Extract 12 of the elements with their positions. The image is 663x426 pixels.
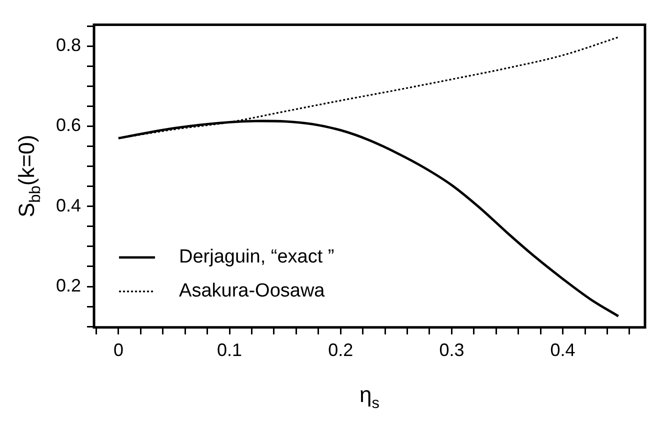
x-tick-label: 0 xyxy=(113,340,124,360)
x-tick-label: 0.4 xyxy=(550,340,576,360)
y-tick-label: 0.4 xyxy=(56,195,82,216)
legend-label: Derjaguin, “exact ” xyxy=(179,246,334,268)
x-tick-label: 0.2 xyxy=(328,340,354,360)
y-axis-title: Sbb(k=0) xyxy=(14,134,44,218)
y-tick-label: 0.6 xyxy=(56,115,82,136)
legend-label: Asakura-Oosawa xyxy=(179,280,326,302)
y-tick-label: 0.2 xyxy=(56,275,82,296)
x-tick-label: 0.1 xyxy=(217,340,242,360)
x-tick-label: 0.3 xyxy=(439,340,464,360)
y-tick-label: 0.8 xyxy=(56,35,82,56)
